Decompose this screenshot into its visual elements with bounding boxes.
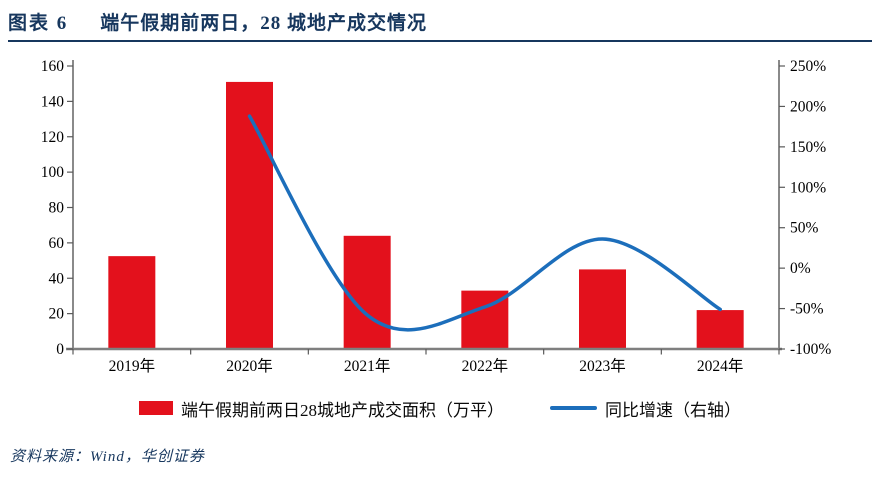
legend-bar-label: 端午假期前两日28城地产成交面积（万平）: [181, 400, 504, 420]
bar-2019年: [108, 256, 156, 349]
legend-line-label: 同比增速（右轴）: [605, 400, 741, 420]
bar-2020年: [226, 81, 273, 349]
bar-2024年: [696, 310, 744, 349]
figure-title: 端午假期前两日，28 城地产成交情况: [100, 13, 428, 34]
x-axis-category-label: 2020年: [226, 357, 273, 375]
left-axis-tick-label: 40: [49, 270, 65, 287]
left-axis-tick-label: 140: [41, 93, 65, 110]
legend-item-line-series: 同比增速（右轴）: [550, 396, 741, 421]
right-axis-tick-label: 250%: [790, 58, 826, 75]
x-axis-category-label: 2022年: [462, 357, 509, 375]
left-axis-tick-label: 120: [41, 129, 65, 146]
chart-legend: 端午假期前两日28城地产成交面积（万平） 同比增速（右轴）: [0, 396, 880, 420]
bar-2023年: [579, 269, 626, 349]
data-source-note: 资料来源：Wind，华创证券: [10, 449, 205, 465]
x-axis-category-label: 2019年: [109, 357, 156, 375]
right-axis-tick-label: 100%: [790, 179, 826, 196]
x-axis-category-label: 2023年: [579, 357, 626, 375]
right-axis-tick-label: 0%: [790, 260, 811, 277]
left-axis-tick-label: 60: [49, 235, 65, 252]
right-axis-tick-label: -50%: [790, 301, 824, 318]
right-axis-tick-label: 150%: [790, 139, 826, 156]
left-axis-tick-label: 20: [49, 306, 65, 323]
left-axis-tick-label: 80: [49, 200, 65, 217]
legend-bar-swatch: [139, 401, 173, 415]
x-axis-category-label: 2021年: [344, 357, 391, 375]
chart-area: 0 20 40 60 80 100 120 140 160 -100% -50% 0% 50% 100% 1…: [0, 42, 880, 389]
left-axis-tick-label: 0: [56, 341, 64, 358]
legend-line-swatch: [550, 405, 597, 411]
right-axis-tick-label: -100%: [790, 341, 831, 358]
left-axis-tick-label: 100: [41, 164, 65, 181]
bar-2021年: [343, 235, 391, 349]
right-axis-tick-label: 200%: [790, 98, 826, 115]
right-axis-tick-label: 50%: [790, 220, 819, 237]
x-axis-category-label: 2024年: [697, 357, 744, 375]
left-axis-tick-label: 160: [41, 58, 65, 75]
yoy-growth-line: [247, 114, 722, 332]
figure-number-label: 图表 6: [8, 13, 69, 34]
combo-chart: 0 20 40 60 80 100 120 140 160 -100% -50% 0% 50% 100% 1…: [41, 58, 832, 375]
figure-header: 图表 6 端午假期前两日，28 城地产成交情况: [8, 0, 872, 42]
legend-item-bar-series: 端午假期前两日28城地产成交面积（万平）: [139, 396, 504, 421]
